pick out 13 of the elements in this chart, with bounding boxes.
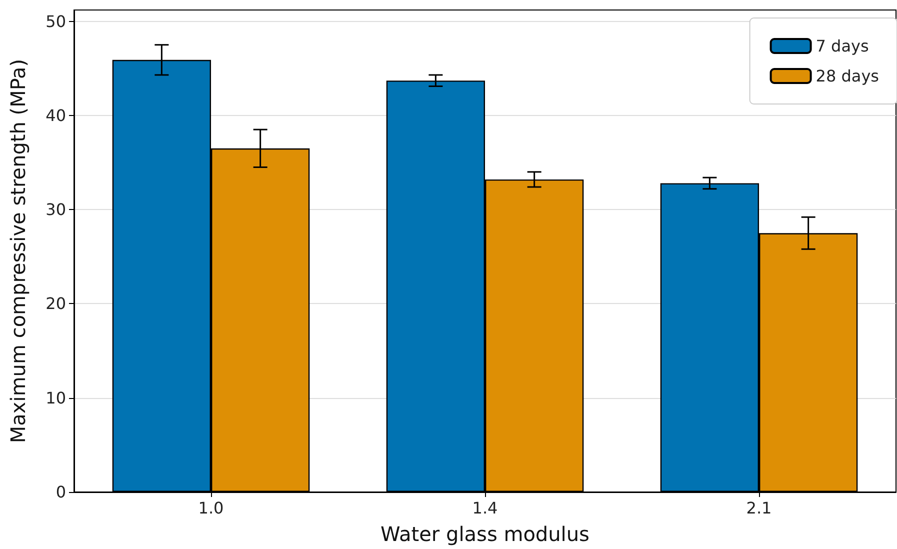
x-tick-label: 1.4 xyxy=(472,498,498,518)
y-tick-label: 20 xyxy=(46,294,66,314)
x-tick-label: 1.0 xyxy=(198,498,224,518)
x-tick-label: 2.1 xyxy=(746,498,772,518)
y-tick-label: 10 xyxy=(46,388,66,408)
y-tick-label: 0 xyxy=(56,482,66,502)
legend-label: 7 days xyxy=(816,36,869,56)
y-axis-title: Maximum compressive strength (MPa) xyxy=(6,58,30,444)
y-tick-label: 40 xyxy=(46,106,66,125)
x-axis-title: Water glass modulus xyxy=(380,522,590,546)
y-tick-label: 50 xyxy=(46,12,66,31)
legend-label: 28 days xyxy=(816,66,880,86)
y-tick-label: 30 xyxy=(46,200,66,220)
